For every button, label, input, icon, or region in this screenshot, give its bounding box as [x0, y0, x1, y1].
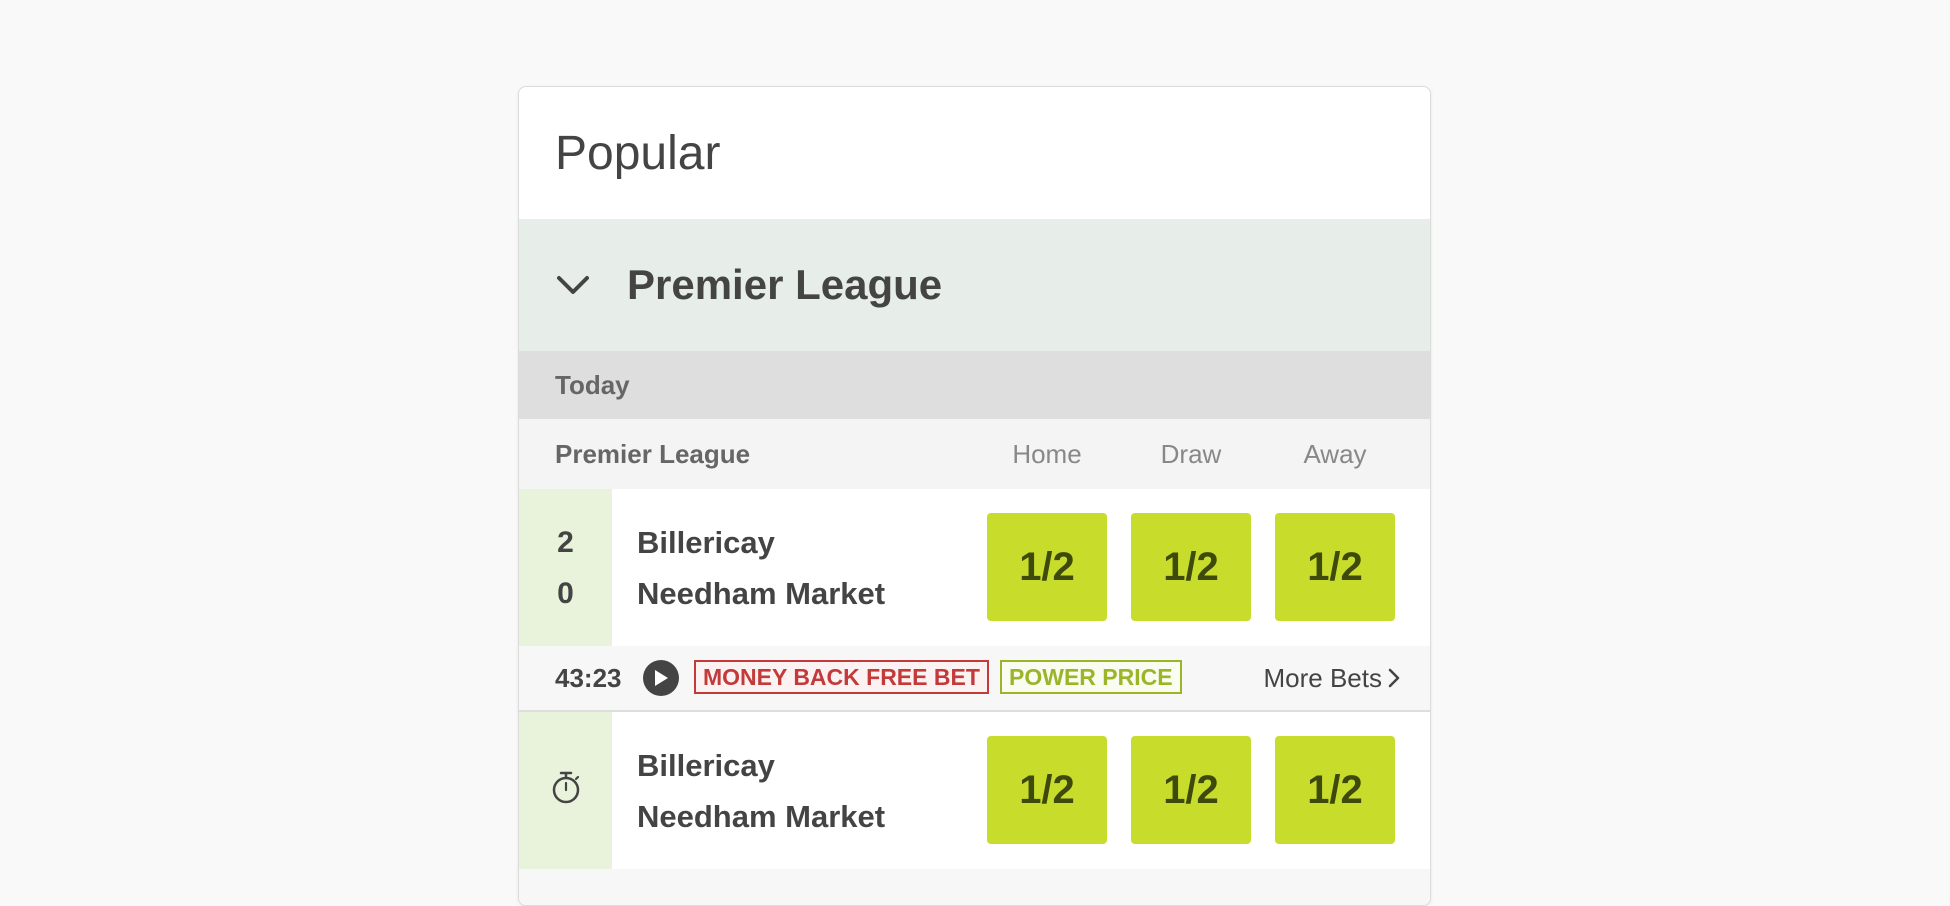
date-header: Today: [519, 351, 1430, 419]
league-header[interactable]: Premier League: [519, 219, 1430, 351]
home-column-label: Home: [1012, 438, 1082, 469]
teams[interactable]: Billericay Needham Market: [637, 489, 885, 646]
next-row-strip: [519, 869, 1430, 905]
chevron-right-icon: [1388, 668, 1400, 688]
more-bets-link[interactable]: More Bets: [1264, 663, 1401, 694]
teams[interactable]: Billericay Needham Market: [637, 712, 885, 869]
away-column-label: Away: [1303, 438, 1367, 469]
home-team[interactable]: Billericay: [637, 524, 775, 560]
money-back-badge: MONEY BACK FREE BET: [694, 660, 989, 694]
event-row: Billericay Needham Market 1/2 1/2 1/2: [519, 712, 1430, 869]
event-row: 2 0 Billericay Needham Market 1/2 1/2 1/…: [519, 489, 1430, 646]
chevron-down-icon[interactable]: [555, 267, 591, 303]
column-header: Premier League Home Draw Away: [519, 419, 1430, 489]
more-bets-label: More Bets: [1263, 662, 1383, 693]
competition-label: Premier League: [555, 438, 751, 469]
card-title: Popular: [555, 126, 721, 180]
play-icon[interactable]: [643, 660, 679, 696]
power-price-badge: POWER PRICE: [1000, 660, 1182, 694]
draw-column-label: Draw: [1160, 438, 1222, 469]
status-column: [519, 712, 612, 869]
match-clock: 43:23: [555, 662, 622, 693]
away-team[interactable]: Needham Market: [637, 798, 886, 834]
event-info-row: 43:23 MONEY BACK FREE BET POWER PRICE Mo…: [519, 646, 1430, 712]
stopwatch-icon: [551, 771, 581, 810]
draw-odds-button[interactable]: 1/2: [1131, 513, 1251, 621]
away-score: 0: [557, 576, 574, 610]
score-column: 2 0: [519, 489, 612, 646]
home-score: 2: [557, 525, 574, 559]
draw-odds-button[interactable]: 1/2: [1131, 736, 1251, 844]
home-odds-button[interactable]: 1/2: [987, 513, 1107, 621]
away-team[interactable]: Needham Market: [637, 575, 886, 611]
away-odds-button[interactable]: 1/2: [1275, 513, 1395, 621]
popular-card: Popular Premier League Today Premier Lea…: [518, 86, 1431, 906]
away-odds-button[interactable]: 1/2: [1275, 736, 1395, 844]
home-team[interactable]: Billericay: [637, 747, 775, 783]
home-odds-button[interactable]: 1/2: [987, 736, 1107, 844]
league-name: Premier League: [627, 261, 943, 308]
